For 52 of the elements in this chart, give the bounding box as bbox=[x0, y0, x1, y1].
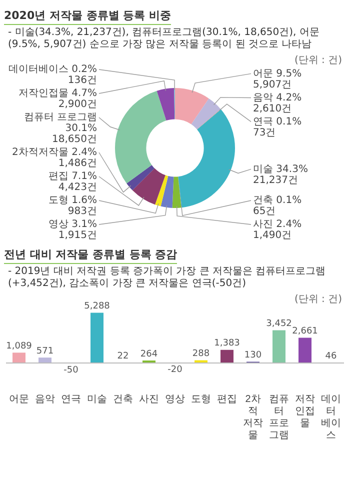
bar bbox=[12, 352, 26, 363]
text: (단위 : 건) bbox=[294, 293, 342, 306]
slice-label: 도형 1.6% 983건 bbox=[48, 195, 97, 218]
slice-label: 데이터베이스 0.2% 136건 bbox=[8, 64, 97, 86]
slice-label: 저작인접물 4.7% 2,900건 bbox=[18, 88, 97, 110]
text: (단위 : 건) bbox=[294, 54, 342, 67]
data-label: 3,452 bbox=[266, 319, 292, 330]
slice-label: 사진 2.4% 1,490건 bbox=[253, 219, 302, 242]
x-tick-label: 컴퓨터 프로그램 bbox=[269, 394, 289, 441]
data-label: 288 bbox=[192, 349, 210, 360]
bar bbox=[90, 312, 104, 363]
x-tick-label: 미술 bbox=[87, 394, 107, 405]
slice-label: 영상 3.1% 1,915건 bbox=[48, 219, 97, 242]
slice-label: 컴퓨터 프로그램 bbox=[24, 112, 97, 124]
data-label: 571 bbox=[36, 346, 54, 356]
data-label: 5,288 bbox=[84, 302, 110, 312]
x-tick-label: 사진 bbox=[139, 394, 159, 405]
slice-label: 미술 34.3% 21,237건 bbox=[253, 164, 308, 186]
x-tick-label: 연극 bbox=[61, 394, 81, 405]
data-label: 22 bbox=[117, 352, 129, 362]
data-label: -50 bbox=[64, 365, 79, 376]
slice-label: 연극 0.1% 73건 bbox=[253, 116, 302, 138]
slice-label: 건축 0.1% 65건 bbox=[253, 195, 302, 218]
data-label: 46 bbox=[325, 351, 337, 362]
x-tick-label: 건축 bbox=[113, 394, 133, 405]
x-tick-label: 어문 bbox=[9, 394, 29, 405]
slice-label: 어문 9.5% 5,907건 bbox=[253, 68, 302, 90]
bar bbox=[298, 338, 312, 363]
data-label: 30.1% 18,650건 bbox=[52, 123, 97, 146]
slice-label: 음악 4.2% 2,610건 bbox=[253, 92, 302, 114]
data-label: 130 bbox=[244, 350, 262, 361]
chart-subtitle: - 2019년 대비 저작권 등록 증가폭이 가장 큰 저작물은 컴퓨터프로그램(+3,452건), 감소폭이 가장 큰 저작물은 연극(-50건) bbox=[8, 266, 327, 290]
slice-label: 편집 7.1% 4,423건 bbox=[48, 171, 97, 194]
x-tick-label: 도형 bbox=[191, 394, 211, 405]
x-tick-label: 2차적 저작물 bbox=[243, 394, 263, 441]
x-tick-label: 영상 bbox=[165, 394, 185, 405]
x-tick-label: 음악 bbox=[35, 394, 55, 405]
x-tick-label: 편집 bbox=[217, 394, 237, 405]
data-label: 264 bbox=[140, 349, 158, 360]
data-label: 1,383 bbox=[214, 338, 240, 349]
chart-subtitle: - 미술(34.3%, 21,237건), 컴퓨터프로그램(30.1%, 18,650건), 어문(9.5%, 5,907건) 순으로 가장 많은 저작물 등록이 된 것으로 나타남 bbox=[8, 27, 320, 51]
x-tick-label: 저작 인접물 bbox=[295, 394, 315, 429]
bar bbox=[220, 350, 234, 363]
chart-title: 2020년 저작물 종류별 등록 비중 bbox=[4, 8, 171, 25]
data-label: -20 bbox=[168, 365, 183, 376]
bar bbox=[272, 330, 286, 363]
slice-label: 2차적저작물 2.4% 1,486건 bbox=[12, 147, 97, 170]
x-tick-label: 데이터 베이스 bbox=[321, 394, 341, 441]
chart-title: 전년 대비 저작물 종류별 등록 증감 bbox=[4, 247, 178, 264]
data-label: 2,661 bbox=[292, 326, 318, 337]
data-label: 1,089 bbox=[6, 342, 32, 352]
bar bbox=[38, 358, 52, 363]
